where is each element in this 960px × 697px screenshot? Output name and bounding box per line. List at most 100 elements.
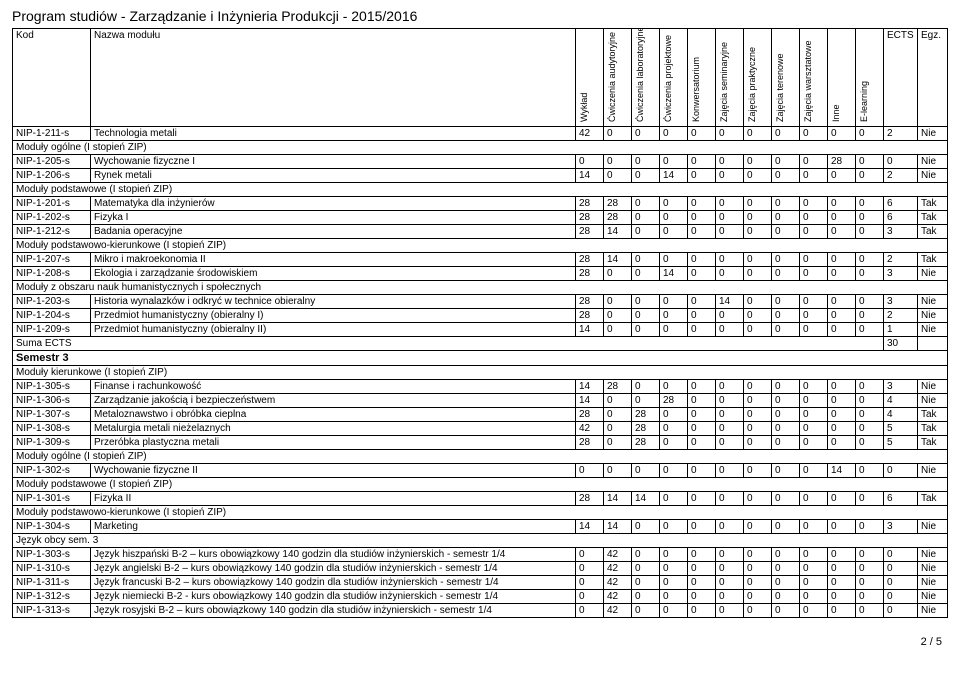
cell-nazwa: Mikro i makroekonomia II (91, 253, 576, 267)
cell-hours: 28 (632, 422, 660, 436)
cell-hours: 0 (716, 464, 744, 478)
cell-kod: NIP-1-312-s (13, 590, 91, 604)
cell-hours: 0 (576, 548, 604, 562)
cell-hours: 0 (772, 604, 800, 618)
cell-hours: 0 (828, 408, 856, 422)
cell-hours: 0 (688, 127, 716, 141)
semester-row: Semestr 3 (13, 351, 948, 366)
cell-hours: 14 (604, 520, 632, 534)
col-kod: Kod (13, 29, 91, 127)
cell-hours: 0 (604, 422, 632, 436)
cell-kod: NIP-1-308-s (13, 422, 91, 436)
cell-hours: 0 (716, 253, 744, 267)
cell-hours: 0 (800, 225, 828, 239)
cell-hours: 0 (744, 422, 772, 436)
cell-hours: 0 (660, 155, 688, 169)
cell-hours: 0 (828, 590, 856, 604)
cell-hours: 28 (576, 197, 604, 211)
cell-hours: 42 (604, 604, 632, 618)
cell-hours: 0 (632, 394, 660, 408)
cell-hours: 0 (800, 323, 828, 337)
cell-hours: 0 (744, 309, 772, 323)
cell-hours: 0 (772, 267, 800, 281)
table-row: NIP-1-211-sTechnologia metali42000000000… (13, 127, 948, 141)
cell-hours: 28 (632, 408, 660, 422)
cell-kod: NIP-1-301-s (13, 492, 91, 506)
table-row: NIP-1-304-sMarketing14140000000003Nie (13, 520, 948, 534)
cell-hours: 0 (716, 548, 744, 562)
cell-hours: 0 (856, 394, 884, 408)
cell-hours: 0 (744, 464, 772, 478)
cell-hours: 0 (688, 169, 716, 183)
cell-hours: 0 (828, 576, 856, 590)
cell-kod: NIP-1-204-s (13, 309, 91, 323)
cell-kod: NIP-1-203-s (13, 295, 91, 309)
table-row: NIP-1-208-sEkologia i zarządzanie środow… (13, 267, 948, 281)
cell-hours: 0 (800, 576, 828, 590)
cell-hours: 0 (632, 211, 660, 225)
cell-hours: 14 (828, 464, 856, 478)
cell-hours: 28 (604, 197, 632, 211)
cell-nazwa: Przedmiot humanistyczny (obieralny I) (91, 309, 576, 323)
table-row: NIP-1-301-sFizyka II281414000000006Tak (13, 492, 948, 506)
cell-hours: 0 (688, 253, 716, 267)
cell-ects: 0 (884, 604, 918, 618)
cell-hours: 0 (744, 408, 772, 422)
cell-egz: Nie (918, 562, 948, 576)
cell-hours: 0 (772, 225, 800, 239)
cell-hours: 0 (772, 520, 800, 534)
cell-hours: 0 (604, 309, 632, 323)
cell-hours: 0 (856, 604, 884, 618)
cell-hours: 0 (604, 295, 632, 309)
cell-hours: 0 (744, 225, 772, 239)
cell-kod: NIP-1-207-s (13, 253, 91, 267)
table-row: NIP-1-203-sHistoria wynalazków i odkryć … (13, 295, 948, 309)
cell-hours: 14 (576, 380, 604, 394)
cell-hours: 0 (772, 408, 800, 422)
cell-hours: 0 (576, 590, 604, 604)
cell-hours: 14 (576, 394, 604, 408)
section-row: Moduły podstawowo-kierunkowe (I stopień … (13, 239, 948, 253)
cell-hours: 0 (744, 604, 772, 618)
cell-kod: NIP-1-212-s (13, 225, 91, 239)
table-row: NIP-1-306-sZarządzanie jakością i bezpie… (13, 394, 948, 408)
cell-hours: 0 (716, 155, 744, 169)
table-row: NIP-1-311-sJęzyk francuski B-2 – kurs ob… (13, 576, 948, 590)
cell-hours: 0 (632, 590, 660, 604)
cell-nazwa: Język francuski B-2 – kurs obowiązkowy 1… (91, 576, 576, 590)
cell-hours: 0 (660, 422, 688, 436)
cell-nazwa: Finanse i rachunkowość (91, 380, 576, 394)
cell-hours: 0 (856, 211, 884, 225)
cell-hours: 0 (744, 211, 772, 225)
page-footer: 2 / 5 (12, 636, 948, 648)
table-row: NIP-1-209-sPrzedmiot humanistyczny (obie… (13, 323, 948, 337)
cell-hours: 0 (604, 394, 632, 408)
cell-hours: 0 (688, 590, 716, 604)
col-inne: Inne (831, 30, 841, 122)
cell-hours: 0 (744, 155, 772, 169)
cell-hours: 0 (688, 211, 716, 225)
cell-hours: 0 (800, 380, 828, 394)
cell-hours: 0 (828, 211, 856, 225)
table-row: NIP-1-206-sRynek metali14001400000002Nie (13, 169, 948, 183)
cell-hours: 0 (800, 520, 828, 534)
cell-hours: 0 (744, 169, 772, 183)
cell-egz: Tak (918, 197, 948, 211)
cell-ects: 2 (884, 309, 918, 323)
section-row: Moduły ogólne (I stopień ZIP) (13, 450, 948, 464)
table-row: NIP-1-307-sMetaloznawstwo i obróbka ciep… (13, 408, 948, 422)
cell-ects: 6 (884, 492, 918, 506)
section-label: Moduły kierunkowe (I stopień ZIP) (13, 366, 948, 380)
cell-hours: 0 (688, 267, 716, 281)
cell-egz: Nie (918, 520, 948, 534)
cell-hours: 0 (772, 253, 800, 267)
cell-hours: 0 (632, 225, 660, 239)
table-row: NIP-1-204-sPrzedmiot humanistyczny (obie… (13, 309, 948, 323)
section-label: Moduły podstawowe (I stopień ZIP) (13, 478, 948, 492)
cell-egz: Nie (918, 548, 948, 562)
cell-hours: 0 (856, 422, 884, 436)
cell-hours: 0 (772, 155, 800, 169)
cell-egz: Tak (918, 492, 948, 506)
semester-label: Semestr 3 (13, 351, 948, 366)
cell-egz: Nie (918, 464, 948, 478)
